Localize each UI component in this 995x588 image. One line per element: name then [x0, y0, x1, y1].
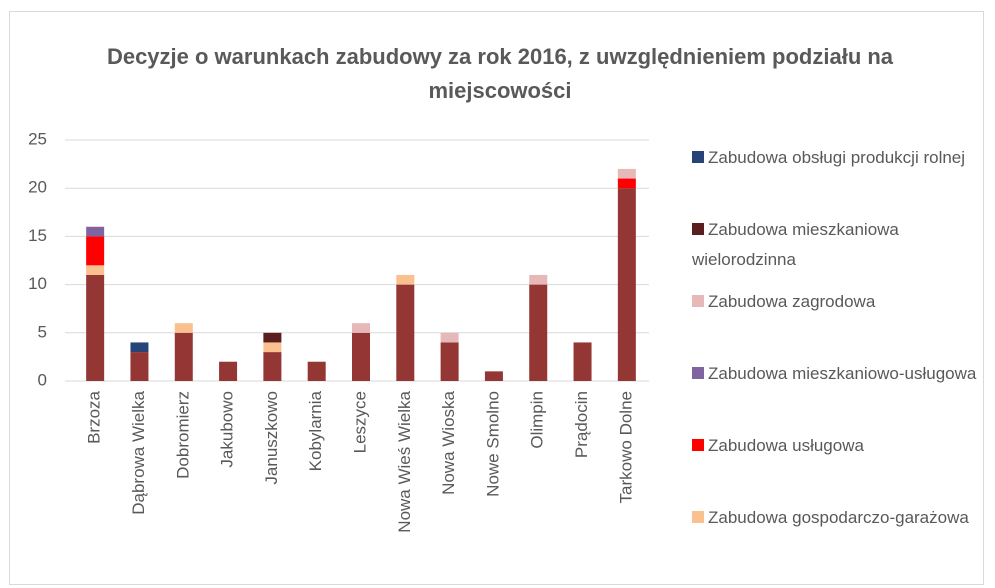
legend-label: Zabudowa zagrodowa [708, 292, 876, 311]
x-tick-label: Dąbrowa Wielka [129, 390, 148, 514]
y-tick-label: 25 [28, 129, 47, 148]
legend-swatch [692, 295, 704, 307]
bar-segment [219, 361, 238, 381]
x-tick-label: Nowe Smolno [483, 391, 502, 497]
legend-label: Zabudowa usługowa [708, 436, 864, 455]
y-tick-label: 15 [28, 226, 47, 245]
x-tick-label: Nowa Wioska [439, 390, 458, 494]
bar-segment [352, 332, 370, 381]
y-tick-label: 0 [38, 370, 47, 389]
bar-segment [440, 342, 459, 381]
bar-segment [484, 371, 503, 381]
legend-item: Zabudowa usługowa [692, 431, 977, 461]
x-tick-label: Jakubowo [218, 391, 237, 468]
bar-segment [307, 361, 326, 381]
bar-segment [174, 323, 193, 333]
legend-item: Zabudowa mieszkaniowa wielorodzinna [692, 215, 977, 275]
bar-segment [617, 188, 636, 381]
legend-item: Zabudowa gospodarczo-garażowa [692, 503, 977, 533]
legend-item: Zabudowa mieszkaniowo-usługowa [692, 359, 977, 389]
bar-segment [529, 284, 548, 381]
bar-segment [396, 284, 415, 381]
legend-label: Zabudowa obsługi produkcji rolnej [708, 148, 966, 167]
bar-segment [617, 178, 636, 189]
y-tick-label: 5 [38, 322, 47, 341]
bar-segment [352, 323, 370, 333]
bar-segment [86, 274, 105, 381]
legend-swatch [692, 511, 704, 523]
legend-label: Zabudowa gospodarczo-garażowa [708, 508, 969, 527]
y-tick-label: 10 [28, 274, 47, 293]
bar-segment [573, 342, 592, 381]
bar-segment [86, 226, 105, 237]
x-tick-label: Kobylarnia [306, 390, 325, 471]
legend-swatch [692, 367, 704, 379]
bar-segment [263, 332, 282, 343]
bar-segment [130, 352, 149, 381]
x-tick-label: Nowa Wieś Wielka [395, 390, 414, 532]
bar-segment [174, 332, 193, 381]
x-tick-label: Brzoza [85, 390, 104, 443]
x-tick-label: Olimpin [528, 391, 547, 449]
chart-frame [9, 11, 984, 585]
legend-swatch [692, 223, 704, 235]
legend-swatch [692, 151, 704, 163]
bar-segment [263, 352, 282, 381]
x-tick-label: Dobromierz [173, 391, 192, 479]
x-tick-label: Tarkowo Dolne [616, 391, 635, 503]
bar-segment [529, 274, 548, 285]
bar-segment [86, 236, 105, 266]
bar-segment [396, 274, 415, 285]
legend-label: Zabudowa mieszkaniowa wielorodzinna [692, 220, 899, 269]
bar-segment [86, 265, 105, 275]
x-tick-label: Prądocin [572, 391, 591, 458]
legend-label: Zabudowa mieszkaniowo-usługowa [708, 364, 977, 383]
legend-item: Zabudowa zagrodowa [692, 287, 977, 317]
chart-title: Decyzje o warunkach zabudowy za rok 2016… [106, 44, 894, 103]
x-tick-label: Januszkowo [262, 391, 281, 485]
bar-segment [130, 342, 149, 353]
legend-swatch [692, 439, 704, 451]
bar-segment [263, 342, 282, 353]
bar-segment [440, 332, 459, 343]
y-tick-label: 20 [28, 178, 47, 197]
bar-segment [617, 168, 636, 179]
x-tick-label: Leszyce [350, 391, 369, 453]
legend-item: Zabudowa obsługi produkcji rolnej [692, 143, 977, 173]
